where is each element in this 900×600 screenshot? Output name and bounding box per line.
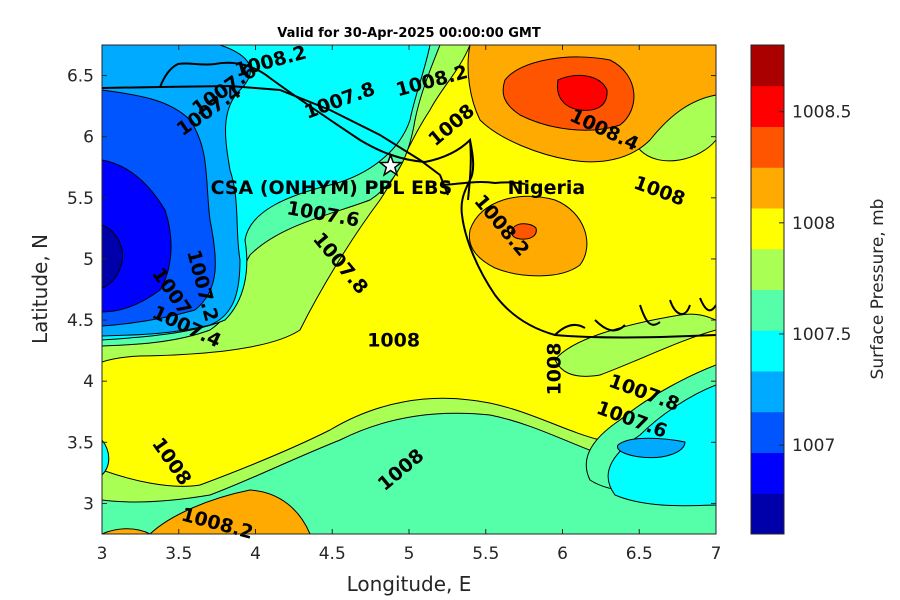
colorbar-swatch (751, 493, 784, 535)
contour-fill-1006-8 (102, 159, 172, 313)
y-axis-title: Latitude, N (28, 234, 52, 344)
coastline-north (102, 84, 449, 196)
nigeria-border (460, 139, 716, 339)
colorbar-swatch (751, 411, 784, 453)
x-tick-label: 3 (97, 544, 108, 564)
colorbar-swatch (751, 45, 784, 87)
x-tick-label: 6 (557, 544, 568, 564)
contour-fill-1008-4-mid (511, 223, 537, 240)
y-tick-label: 4 (83, 372, 94, 392)
y-tick-label: 5 (83, 250, 94, 270)
colorbar-swatch (751, 452, 784, 494)
x-tick-label: 6.5 (626, 544, 653, 564)
x-axis: 3 3.5 4 4.5 5 5.5 6 6.5 7 (97, 45, 722, 564)
coastline-delta (554, 297, 716, 336)
y-tick-label: 5.5 (67, 189, 94, 209)
colorbar-tick-label: 1008.5 (792, 103, 851, 123)
site-label: CSA (ONHYM) PPL EBS (211, 177, 453, 199)
colorbar: 1007 1007.5 1008 1008.5 (750, 44, 851, 535)
contour-fill-1007-2-se (616, 437, 686, 459)
colorbar-frame (750, 44, 785, 535)
y-tick-label: 6.5 (67, 67, 94, 87)
y-axis: 3 3.5 4 4.5 5 5.5 6 6.5 (67, 67, 716, 514)
colorbar-swatch (751, 289, 784, 331)
site-marker: CSA (ONHYM) PPL EBS Nigeria (211, 152, 586, 199)
x-tick-label: 7 (711, 544, 722, 564)
x-tick-label: 5.5 (472, 544, 499, 564)
coastline (102, 61, 716, 339)
colorbar-swatch (751, 85, 784, 127)
y-tick-label: 3.5 (67, 433, 94, 453)
y-tick-label: 6 (83, 128, 94, 148)
colorbar-title: Surface Pressure, mb (868, 199, 888, 380)
y-tick-label: 3 (83, 494, 94, 514)
x-tick-label: 3.5 (165, 544, 192, 564)
colorbar-swatch (751, 248, 784, 290)
colorbar-swatch (751, 167, 784, 209)
country-label: Nigeria (508, 177, 586, 199)
contour-fill-1008-6 (556, 74, 608, 111)
coastline-inlet (439, 181, 526, 186)
colorbar-tick-label: 1007.5 (792, 325, 851, 345)
contour-label: 1008 (367, 329, 420, 351)
x-tick-label: 5 (404, 544, 415, 564)
colorbar-swatch (751, 371, 784, 413)
colorbar-swatch (751, 208, 784, 250)
contour-fill-1006-6 (102, 224, 124, 289)
colorbar-swatch (751, 126, 784, 168)
x-axis-title: Longitude, E (347, 572, 472, 596)
colorbar-tick-label: 1007 (792, 436, 835, 456)
contour-fill-1008-2-south (149, 489, 311, 534)
x-tick-label: 4.5 (319, 544, 346, 564)
coastline-upper (159, 61, 472, 201)
colorbar-tick-label: 1008 (792, 214, 835, 234)
contour-label: 1008 (543, 343, 565, 396)
site-star-icon (377, 152, 404, 177)
contour-map (102, 45, 716, 534)
chart-title: Valid for 30-Apr-2025 00:00:00 GMT (277, 26, 541, 41)
y-tick-label: 4.5 (67, 311, 94, 331)
colorbar-swatch (751, 330, 784, 372)
x-tick-label: 4 (250, 544, 261, 564)
contour-fill-1007-8-se (554, 313, 716, 377)
